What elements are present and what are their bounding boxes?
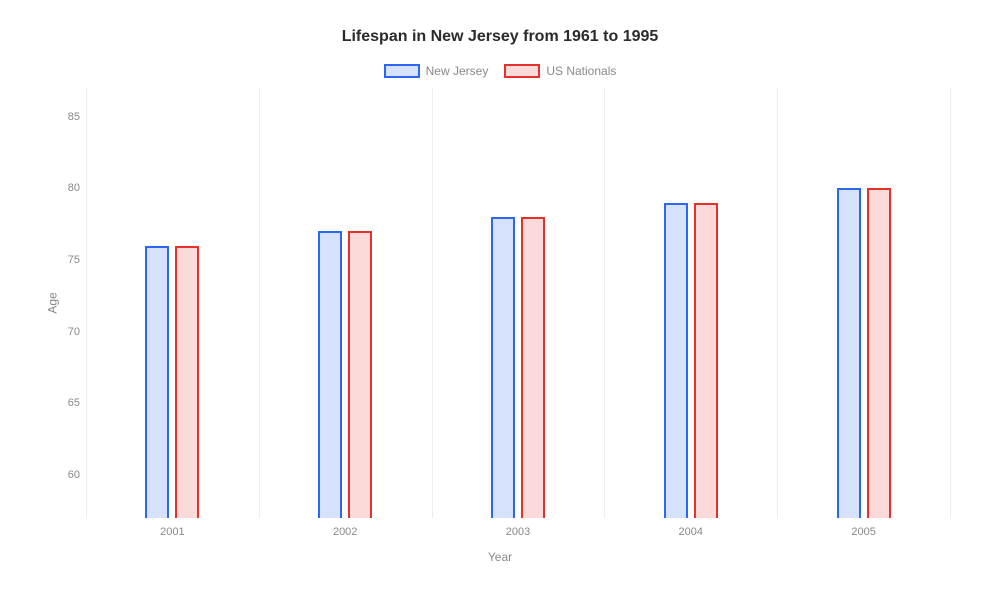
chart-container: Lifespan in New Jersey from 1961 to 1995… — [0, 0, 1000, 600]
bar — [318, 231, 342, 518]
bar — [175, 246, 199, 518]
legend-label-us: US Nationals — [546, 64, 616, 78]
chart-title: Lifespan in New Jersey from 1961 to 1995 — [30, 28, 970, 46]
bar — [837, 188, 861, 518]
legend-item-nj: New Jersey — [384, 64, 489, 78]
bar — [664, 203, 688, 518]
x-tick: 2005 — [851, 526, 875, 538]
gridline-v — [950, 88, 951, 518]
y-axis-label: Age — [46, 292, 60, 313]
x-tick: 2002 — [333, 526, 357, 538]
plot-area: Age 60657075808520012002200320042005 — [86, 88, 950, 518]
bar — [867, 188, 891, 518]
bar — [145, 246, 169, 518]
y-tick: 65 — [52, 397, 80, 409]
bar — [694, 203, 718, 518]
legend: New Jersey US Nationals — [30, 64, 970, 78]
legend-item-us: US Nationals — [504, 64, 616, 78]
bar — [521, 217, 545, 518]
y-tick: 70 — [52, 326, 80, 338]
x-tick: 2004 — [679, 526, 703, 538]
legend-swatch-us — [504, 64, 540, 78]
plot-surface: 60657075808520012002200320042005 — [86, 88, 950, 518]
bar — [491, 217, 515, 518]
y-tick: 80 — [52, 182, 80, 194]
legend-swatch-nj — [384, 64, 420, 78]
bar — [348, 231, 372, 518]
x-tick: 2001 — [160, 526, 184, 538]
y-tick: 60 — [52, 469, 80, 481]
y-tick: 85 — [52, 111, 80, 123]
y-tick: 75 — [52, 254, 80, 266]
legend-label-nj: New Jersey — [426, 64, 489, 78]
x-axis-label: Year — [30, 550, 970, 564]
x-tick: 2003 — [506, 526, 530, 538]
bars-layer — [86, 88, 950, 518]
